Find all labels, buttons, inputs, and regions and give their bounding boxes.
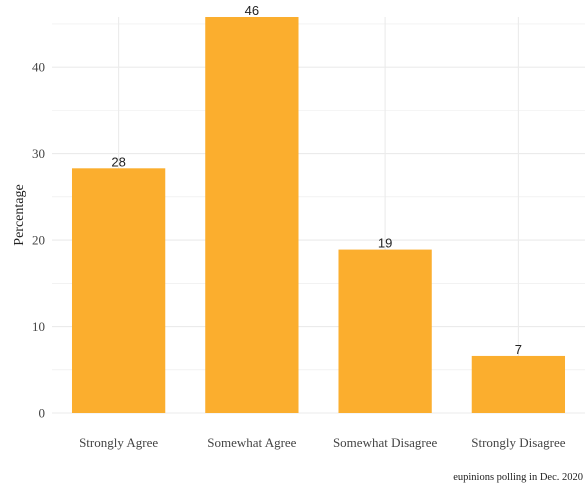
x-category-label: Somewhat Agree xyxy=(207,435,296,450)
x-category-label: Strongly Disagree xyxy=(471,435,565,450)
y-tick-label: 0 xyxy=(39,406,46,421)
y-tick-label: 40 xyxy=(32,60,45,75)
x-category-label: Strongly Agree xyxy=(79,435,158,450)
bar xyxy=(338,249,432,413)
data-labels: 28 46 19 7 xyxy=(111,3,522,357)
y-tick-label: 10 xyxy=(32,319,45,334)
y-tick-label: 30 xyxy=(32,146,45,161)
bar xyxy=(71,168,166,413)
bar-value-label: 7 xyxy=(515,342,522,357)
bar-value-label: 28 xyxy=(111,154,125,169)
x-category-label: Somewhat Disagree xyxy=(333,435,438,450)
chart-caption: eupinions polling in Dec. 2020 xyxy=(453,472,583,483)
bar xyxy=(205,17,299,413)
bar-value-label: 19 xyxy=(378,236,392,251)
x-axis-categories: Strongly Agree Somewhat Agree Somewhat Dis… xyxy=(79,435,566,450)
bar xyxy=(471,355,566,413)
bars xyxy=(71,17,566,413)
y-axis-title: Percentage xyxy=(12,184,27,245)
y-axis-ticks: 0 10 20 30 40 xyxy=(32,60,45,421)
bar-value-label: 46 xyxy=(245,3,259,18)
y-tick-label: 20 xyxy=(32,233,45,248)
